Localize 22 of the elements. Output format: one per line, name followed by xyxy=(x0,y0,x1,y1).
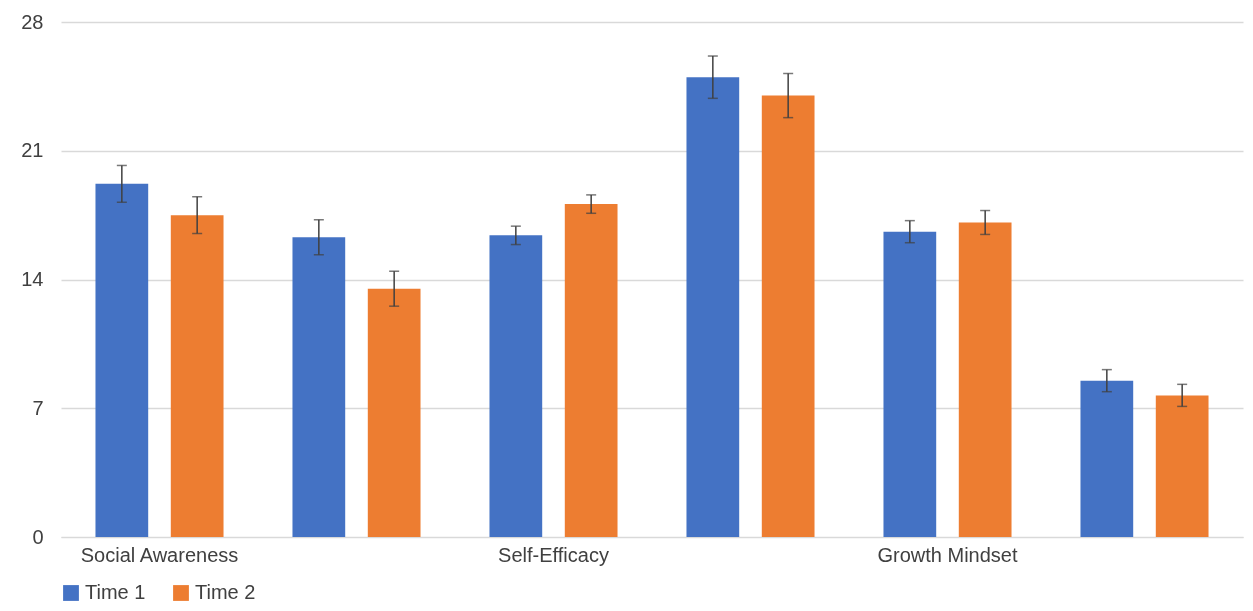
bar xyxy=(958,222,1012,537)
legend-label: Time 1 xyxy=(85,581,146,603)
legend-label: Time 2 xyxy=(195,581,256,603)
bar xyxy=(170,215,224,537)
bar xyxy=(564,204,618,537)
y-tick-label: 7 xyxy=(32,396,44,419)
bar xyxy=(883,231,937,537)
bar xyxy=(1155,395,1209,537)
x-tick-label: Self-Efficacy xyxy=(498,543,609,566)
y-tick-label: 21 xyxy=(21,139,44,162)
bar xyxy=(489,235,543,537)
bar xyxy=(1080,380,1134,537)
y-tick-label: 0 xyxy=(32,525,44,548)
bar xyxy=(686,77,740,537)
x-tick-label: Growth Mindset xyxy=(877,543,1018,566)
y-tick-label: 14 xyxy=(21,268,44,290)
y-tick-label: 28 xyxy=(21,10,44,33)
bar xyxy=(761,95,815,537)
bar xyxy=(95,183,149,537)
x-tick-label: Social Awareness xyxy=(80,543,239,566)
bar xyxy=(292,237,346,537)
bar xyxy=(367,288,421,537)
